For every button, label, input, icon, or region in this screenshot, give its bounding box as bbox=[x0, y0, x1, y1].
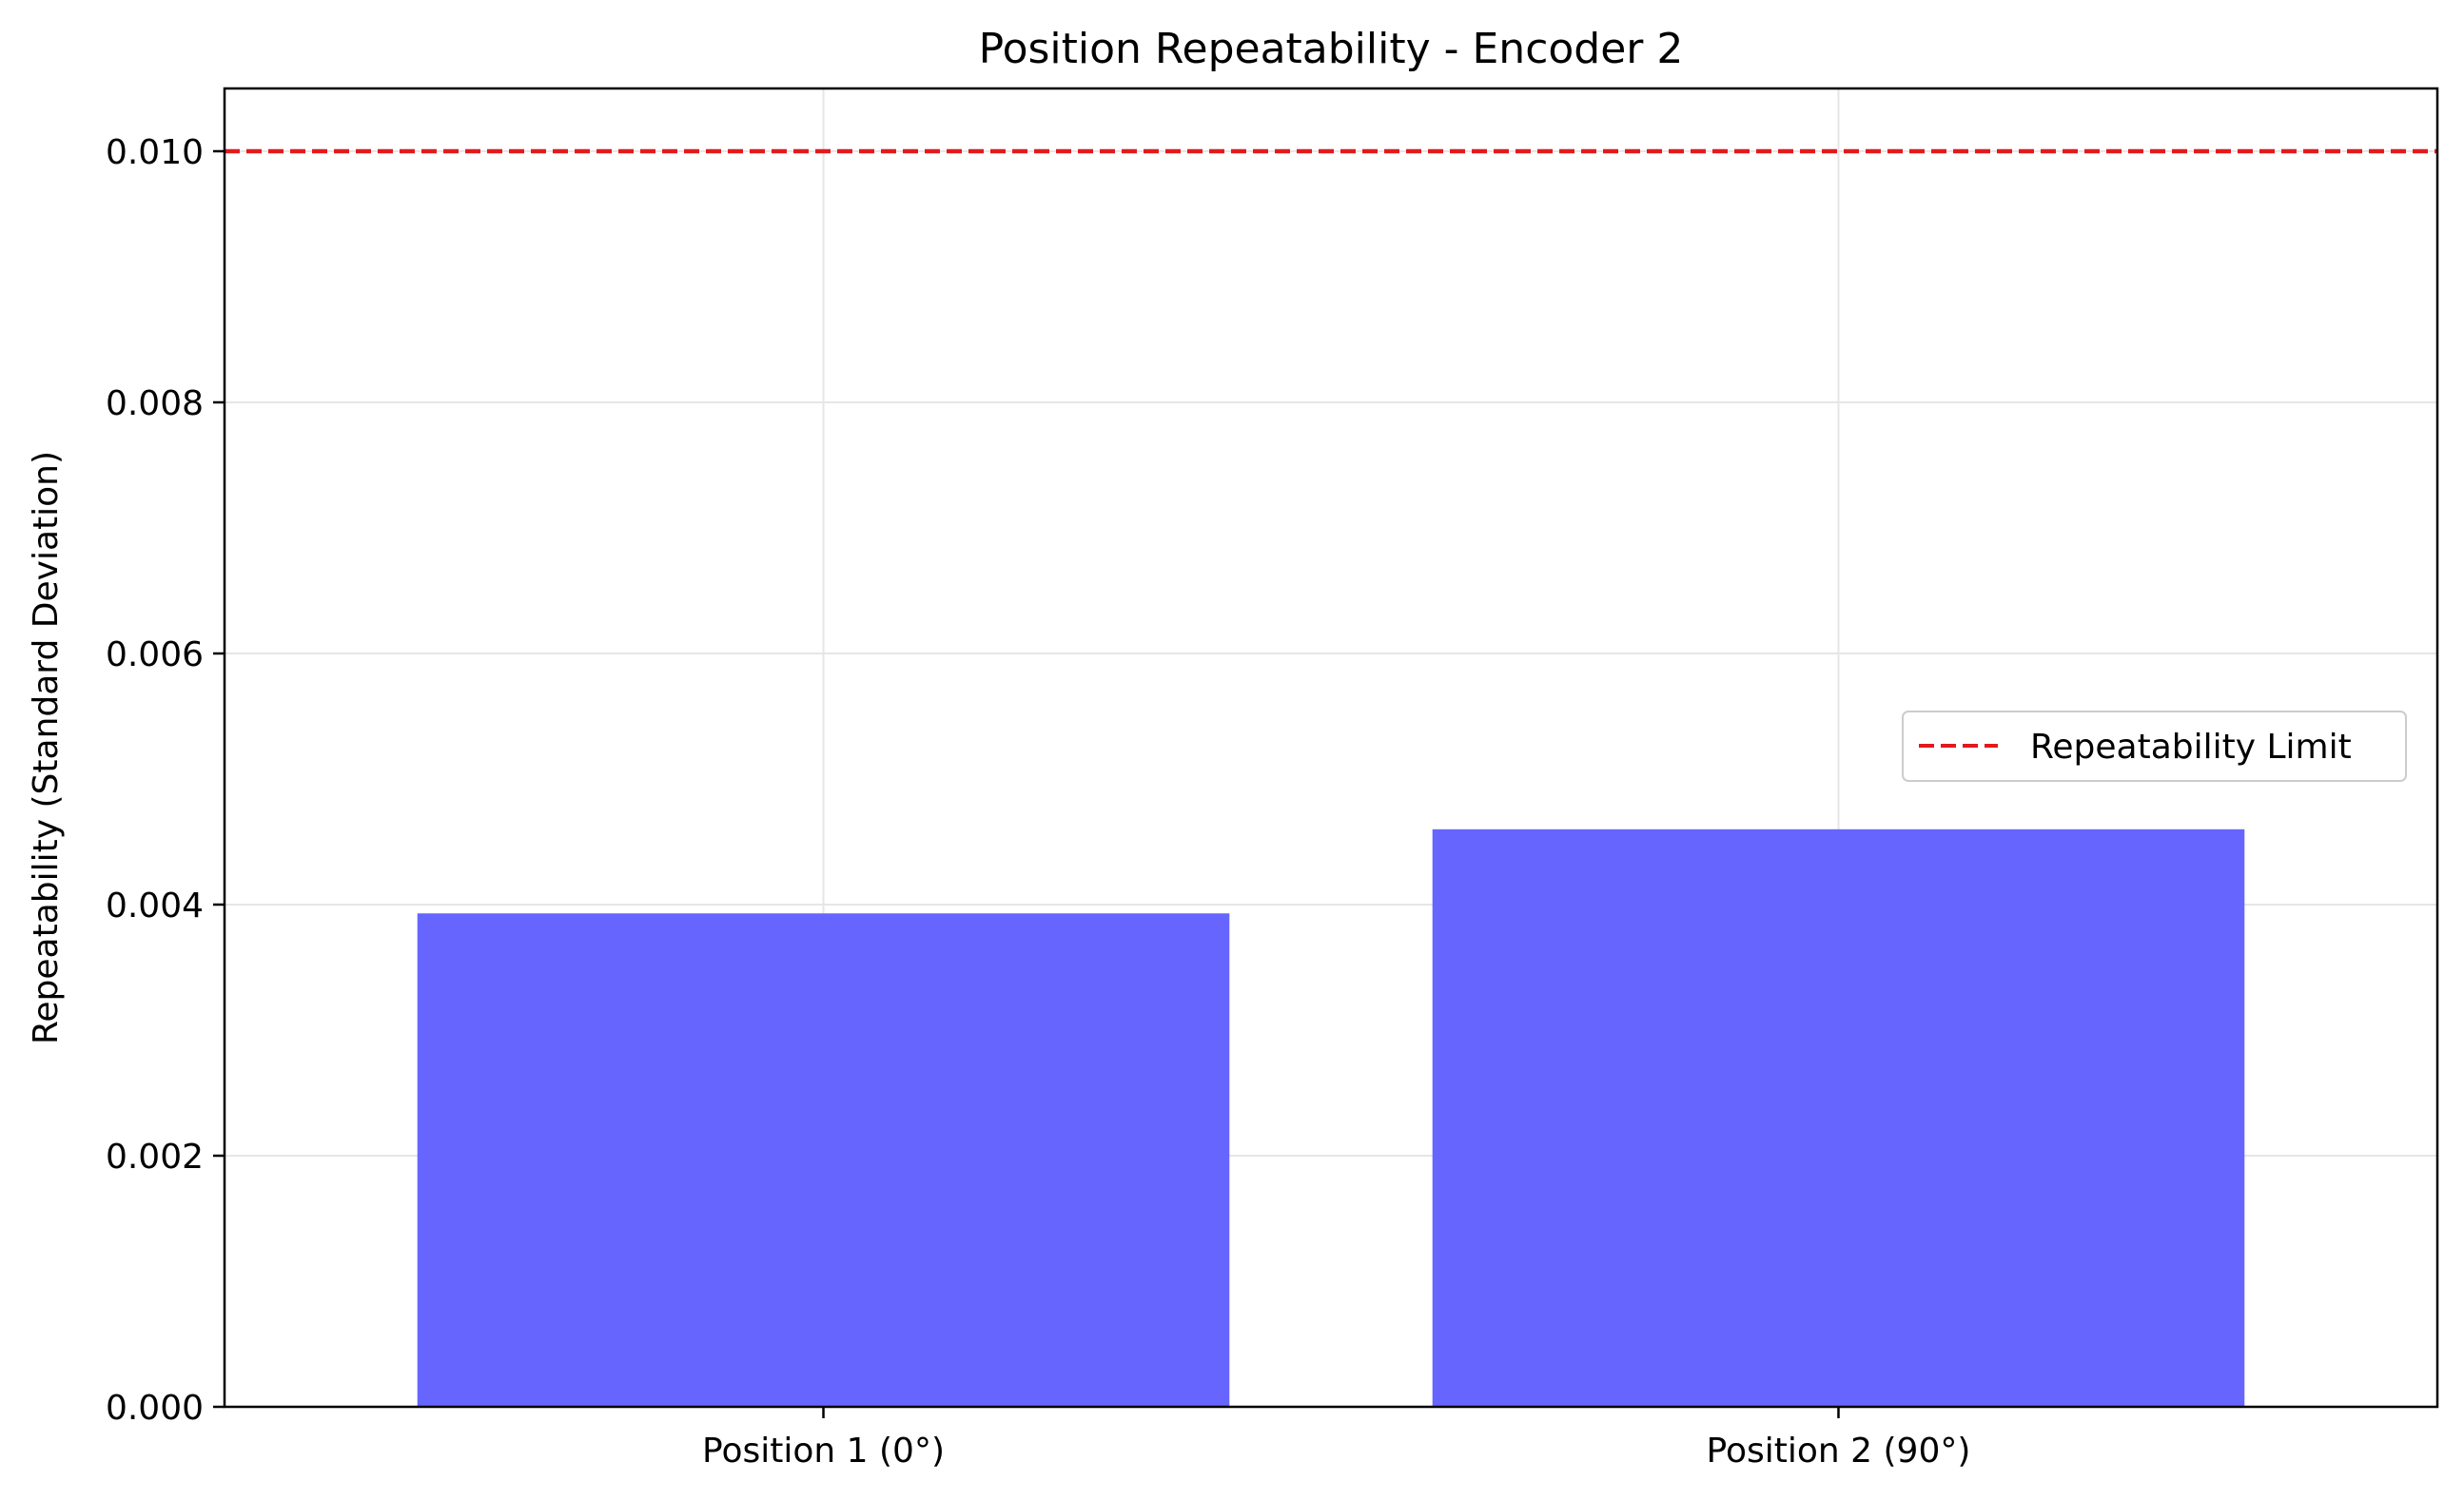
legend-box bbox=[1902, 711, 2407, 782]
y-tick-label: 0.008 bbox=[106, 384, 204, 423]
x-tick-label: Position 2 (90°) bbox=[1707, 1432, 1971, 1471]
legend-entry-repeatability-limit: Repeatability Limit bbox=[2030, 728, 2352, 767]
bar[interactable] bbox=[417, 913, 1230, 1407]
bar-layer bbox=[417, 828, 2245, 1407]
y-tick-label: 0.004 bbox=[106, 887, 204, 926]
y-tick-label: 0.000 bbox=[106, 1389, 204, 1428]
y-axis-label: Repeatability (Standard Deviation) bbox=[27, 451, 66, 1044]
plot-frame bbox=[223, 87, 2439, 1409]
x-tick-label: Position 1 (0°) bbox=[702, 1432, 945, 1471]
legend[interactable]: Repeatability Limit bbox=[1902, 711, 2407, 782]
chart-title: Position Repeatability - Encoder 2 bbox=[979, 25, 1684, 73]
y-tick-label: 0.010 bbox=[106, 133, 204, 172]
y-tick-label: 0.006 bbox=[106, 635, 204, 674]
bar[interactable] bbox=[1432, 828, 2245, 1407]
y-tick-label: 0.002 bbox=[106, 1138, 204, 1177]
tick-layer: 0.000 0.002 0.004 0.006 0.008 0.010 Position 1… bbox=[106, 133, 1970, 1471]
